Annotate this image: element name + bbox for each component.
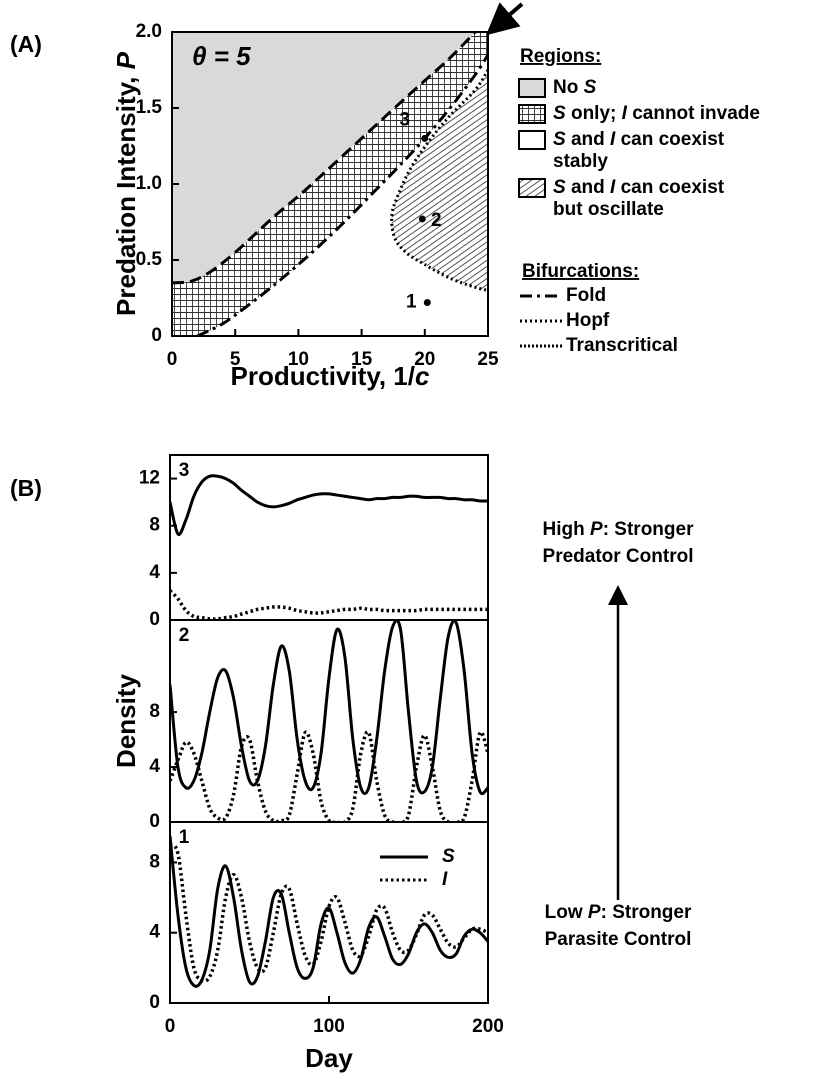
series-line	[170, 843, 488, 983]
y-tick-label: 0	[149, 811, 160, 832]
x-axis-title: Day	[305, 1043, 353, 1073]
x-tick-label: 0	[165, 1016, 176, 1037]
x-tick-label: 20	[414, 349, 435, 370]
legend-label: Transcritical	[566, 335, 678, 356]
legend-swatch	[518, 130, 546, 150]
y-tick-label: 2.0	[136, 21, 162, 42]
y-tick-label: 8	[149, 851, 160, 872]
y-tick-label: 0	[151, 325, 162, 346]
legend-label: S only; I cannot invade	[553, 103, 760, 124]
state-point	[423, 299, 431, 307]
x-tick-label: 0	[167, 349, 178, 370]
plot-frame	[169, 821, 489, 1004]
series-line	[170, 474, 488, 536]
y-tick-label: 0.5	[136, 249, 163, 270]
y-tick-label: 0	[149, 992, 160, 1013]
y-axis-title: Predation Intensity, P	[111, 51, 141, 316]
y-tick-label: 12	[139, 468, 160, 489]
annotation: Predator Control	[543, 546, 694, 567]
legend-title: Regions:	[520, 46, 601, 67]
legend-swatch	[518, 78, 546, 98]
y-tick-label: 4	[149, 562, 160, 583]
x-tick-label: 25	[477, 349, 499, 370]
state-point-label: 2	[431, 210, 442, 231]
legend-label: stably	[553, 151, 608, 172]
annotation: Low P: Stronger	[545, 902, 692, 923]
x-tick-label: 10	[288, 349, 309, 370]
legend-label: S and I can coexist	[553, 177, 725, 198]
panel-label: (A)	[10, 31, 42, 57]
y-tick-label: 0	[149, 609, 160, 630]
series-line	[170, 620, 488, 796]
y-tick-label: 4	[149, 756, 160, 777]
legend-label: S	[442, 846, 455, 867]
series-line	[170, 835, 488, 988]
state-point-label: 3	[400, 109, 411, 130]
parameter-annotation: θ = 5	[192, 41, 251, 71]
state-point	[418, 215, 426, 223]
state-point	[421, 134, 429, 142]
boundary-line	[196, 53, 488, 336]
plot-frame	[169, 454, 489, 621]
legend-label: Fold	[566, 285, 606, 306]
annotation: Parasite Control	[545, 929, 692, 950]
region-fill	[172, 32, 488, 336]
y-tick-label: 1.5	[136, 97, 163, 118]
series-line	[170, 589, 488, 620]
pointer-arrow	[485, 2, 524, 36]
y-tick-label: 8	[149, 701, 160, 722]
plot-frame	[169, 619, 489, 823]
legend-label: but oscillate	[553, 199, 664, 220]
region-fill	[172, 32, 476, 283]
legend-swatch	[518, 104, 546, 124]
x-tick-label: 200	[472, 1016, 504, 1037]
region-fill	[391, 70, 488, 291]
series-line	[170, 729, 488, 822]
legend-swatch	[518, 178, 546, 198]
legend-label: S and I can coexist	[553, 129, 725, 150]
panel-label: (B)	[10, 475, 42, 501]
y-tick-label: 8	[149, 515, 160, 536]
x-tick-label: 5	[230, 349, 241, 370]
y-tick-label: 4	[149, 922, 160, 943]
boundary-line	[172, 32, 477, 285]
boundary-line	[390, 69, 488, 292]
legend-label: I	[442, 869, 448, 890]
subplot-label: 3	[179, 460, 190, 481]
subplot-label: 1	[179, 827, 190, 848]
subplot-label: 2	[179, 625, 190, 646]
x-axis-title: Productivity, 1/c	[231, 361, 430, 391]
legend-label: No S	[553, 77, 597, 98]
state-point-label: 1	[406, 292, 417, 313]
legend-label: Hopf	[566, 310, 610, 331]
x-tick-label: 100	[313, 1016, 345, 1037]
annotation: High P: Stronger	[543, 519, 695, 540]
legend-title: Bifurcations:	[522, 261, 639, 282]
y-tick-label: 1.0	[136, 173, 162, 194]
x-tick-label: 15	[351, 349, 373, 370]
y-axis-title: Density	[111, 674, 141, 768]
